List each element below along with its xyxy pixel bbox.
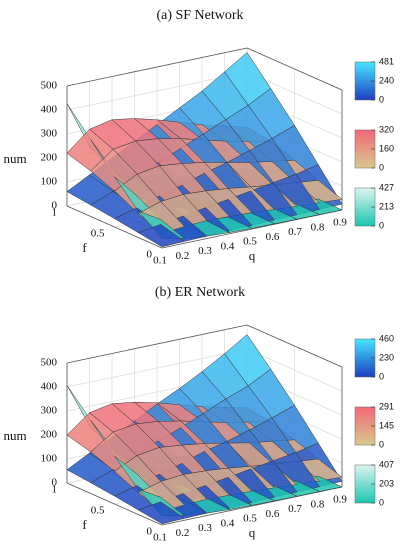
axis-line [66, 324, 248, 364]
x-tick-label: 0.5 [243, 513, 257, 525]
z-tick-label: 100 [41, 176, 58, 188]
x-tick-label: 0.1 [153, 255, 167, 267]
x-tick-label: 0.9 [333, 494, 347, 506]
x-axis-label: q [249, 248, 256, 263]
y-axis-label: f [82, 517, 87, 532]
colorbar-label: 0 [379, 94, 384, 104]
colorbar-label: 0 [379, 220, 384, 230]
z-tick-label: 200 [41, 429, 58, 441]
colorbar-label: 0 [379, 371, 384, 381]
colorbar-label: 427 [379, 182, 394, 192]
colorbar-label: 230 [379, 352, 394, 362]
colorbar-label: 0 [379, 162, 384, 172]
colorbar-label: 213 [379, 201, 394, 211]
y-tick-label: 1 [52, 484, 58, 496]
colorbar-label: 481 [379, 56, 394, 66]
z-tick-label: 500 [41, 357, 58, 369]
x-tick-label: 0.8 [311, 221, 325, 233]
x-tick-label: 0.3 [198, 522, 212, 534]
colorbar-label: 160 [379, 143, 394, 153]
x-tick-label: 0.5 [243, 236, 257, 248]
colorbar-label: 460 [379, 333, 394, 343]
x-tick-label: 0.2 [176, 250, 190, 262]
axis-line [66, 205, 163, 249]
x-tick-label: 0.9 [333, 217, 347, 229]
chart-title: (b) ER Network [155, 285, 245, 300]
z-tick-label: 300 [41, 405, 58, 417]
z-tick-label: 500 [41, 80, 58, 92]
colorbar-label: 240 [379, 75, 394, 85]
axis-line [246, 324, 343, 368]
surface-patch [137, 224, 186, 248]
x-tick-label: 0.7 [288, 226, 302, 238]
colorbar-label: 145 [379, 420, 394, 430]
colorbar-label: 203 [379, 478, 394, 488]
surface-patch [137, 481, 185, 513]
colorbar-label: 0 [379, 439, 384, 449]
x-tick-label: 0.8 [311, 498, 325, 510]
surface-patch [137, 501, 186, 525]
z-tick-label: 400 [41, 104, 58, 116]
x-tick-label: 0.7 [288, 503, 302, 515]
y-tick-label: 0 [147, 526, 153, 538]
z-tick-label: 0 [52, 200, 58, 212]
y-tick-label: 0.5 [91, 505, 105, 517]
y-axis-label: f [82, 240, 87, 255]
x-tick-label: 0.6 [266, 231, 280, 243]
y-tick-label: 1 [52, 207, 58, 219]
x-axis-label: q [249, 525, 256, 540]
z-tick-label: 400 [41, 381, 58, 393]
colorbar-label: 320 [379, 124, 394, 134]
axis-line [66, 47, 248, 87]
z-axis-label: num [3, 428, 26, 443]
chart-title: (a) SF Network [156, 8, 243, 23]
colorbar-label: 407 [379, 459, 394, 469]
x-tick-label: 0.4 [221, 517, 235, 529]
x-tick-label: 0.3 [198, 245, 212, 257]
x-tick-label: 0.2 [176, 527, 190, 539]
x-tick-label: 0.6 [266, 508, 280, 520]
y-tick-label: 0 [147, 249, 153, 261]
axis-line [246, 47, 343, 91]
z-tick-label: 0 [52, 477, 58, 489]
y-tick-label: 0.5 [91, 228, 105, 240]
colorbar-label: 0 [379, 497, 384, 507]
z-axis-label: num [3, 151, 26, 166]
z-tick-label: 200 [41, 152, 58, 164]
z-tick-label: 300 [41, 128, 58, 140]
x-tick-label: 0.4 [221, 240, 235, 252]
axis-line [66, 482, 163, 526]
x-tick-label: 0.1 [153, 532, 167, 544]
z-tick-label: 100 [41, 453, 58, 465]
colorbar-label: 291 [379, 401, 394, 411]
